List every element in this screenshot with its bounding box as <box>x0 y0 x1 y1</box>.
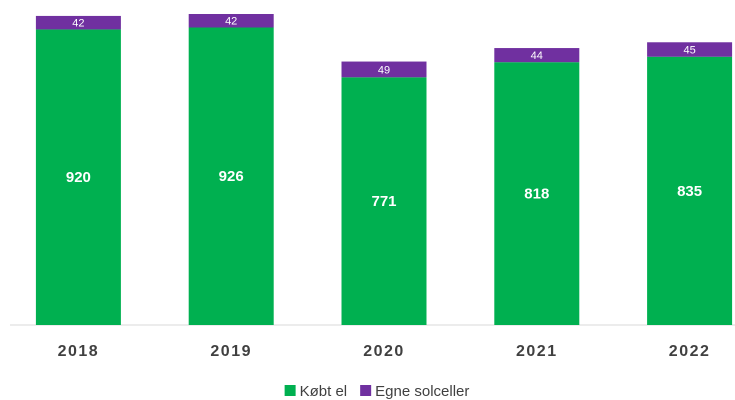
value-label: 771 <box>371 193 396 210</box>
x-tick-label: 2022 <box>669 343 711 360</box>
bar-segment <box>647 56 733 325</box>
bar-segment <box>35 15 121 30</box>
x-tick-label: 2020 <box>363 343 405 360</box>
legend-swatch <box>360 385 372 396</box>
value-label: 42 <box>72 18 84 30</box>
value-label: 44 <box>531 50 543 62</box>
bar-segment <box>341 61 427 78</box>
x-tick-label: 2018 <box>58 343 100 360</box>
bar-segment <box>494 62 580 326</box>
bar-segment <box>494 48 580 63</box>
value-label: 42 <box>225 16 237 28</box>
bar-segment <box>188 14 274 28</box>
bar-segment <box>647 42 733 57</box>
value-label: 818 <box>524 186 549 203</box>
legend-label: Egne solceller <box>375 383 469 400</box>
bar-segment <box>188 27 274 325</box>
x-tick-label: 2019 <box>210 343 252 360</box>
legend-label: Købt el <box>300 383 348 400</box>
legend-swatch <box>284 385 296 396</box>
bar-segment <box>35 29 121 326</box>
value-label: 926 <box>219 168 244 185</box>
value-label: 49 <box>378 64 390 76</box>
value-label: 45 <box>683 44 695 56</box>
value-label: 920 <box>66 169 91 186</box>
bar-segment <box>341 77 427 325</box>
x-tick-label: 2021 <box>516 343 558 360</box>
value-label: 835 <box>677 183 702 200</box>
